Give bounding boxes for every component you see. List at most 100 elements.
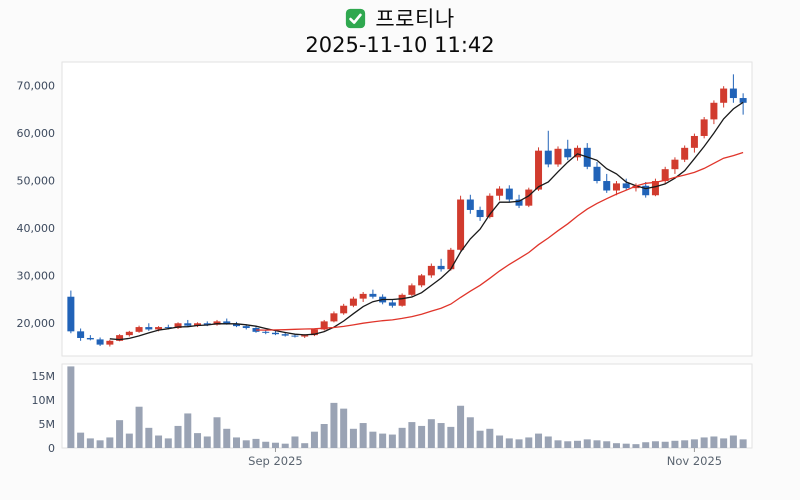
- candle-body: [242, 326, 250, 329]
- volume-bar: [583, 439, 591, 448]
- volume-bar: [418, 425, 426, 448]
- candle-body: [515, 199, 523, 206]
- volume-bar: [96, 440, 104, 448]
- candle-body: [651, 181, 659, 196]
- volume-bar: [340, 408, 348, 448]
- x-axis-labels: Sep 2025 Nov 2025: [248, 448, 722, 468]
- volume-bar: [184, 413, 192, 448]
- volume-bar: [690, 439, 698, 448]
- candle-body: [203, 323, 211, 325]
- candle-body: [671, 159, 679, 170]
- candle-body: [564, 148, 572, 158]
- volume-bar: [106, 437, 114, 448]
- candle-body: [525, 189, 533, 206]
- volume-tick-label: 5M: [39, 418, 56, 431]
- volume-bar: [661, 441, 669, 448]
- checkbox-icon[interactable]: [345, 8, 366, 29]
- volume-bar: [330, 402, 338, 448]
- candle-body: [505, 188, 513, 200]
- stock-chart: 20,000 30,000 40,000 50,000 60,000 70,000 0 5M 1…: [17, 61, 753, 468]
- candle-body: [496, 188, 504, 196]
- candle-body: [398, 294, 406, 306]
- volume-bar: [369, 431, 377, 448]
- candle-body: [281, 334, 289, 336]
- volume-bar: [642, 442, 650, 448]
- volume-bar: [427, 419, 435, 448]
- volume-bar: [213, 417, 221, 448]
- volume-bar: [651, 441, 659, 448]
- volume-bar: [67, 366, 75, 448]
- price-tick-label: 70,000: [17, 80, 56, 93]
- ma-line-ma20: [255, 151, 744, 331]
- volume-bar: [359, 423, 367, 448]
- candle-body: [574, 147, 581, 158]
- price-pane: [61, 61, 753, 357]
- chart-timestamp: 2025-11-10 11:42: [305, 33, 495, 57]
- volume-bar: [379, 433, 387, 448]
- candle-body: [427, 265, 435, 276]
- candle-body: [661, 169, 669, 182]
- volume-bar: [739, 439, 747, 448]
- candle-body: [213, 321, 221, 325]
- candle-body: [155, 327, 163, 330]
- volume-bar: [135, 406, 143, 448]
- candle-body: [388, 302, 396, 306]
- candle-body: [437, 265, 445, 270]
- volume-bar: [593, 440, 601, 448]
- volume-bar: [564, 441, 572, 448]
- volume-bar: [486, 428, 494, 448]
- volume-bar: [671, 440, 679, 448]
- price-tick-label: 40,000: [17, 222, 56, 235]
- candle-body: [145, 327, 153, 330]
- price-axis-labels: 20,000 30,000 40,000 50,000 60,000 70,000: [17, 80, 56, 330]
- volume-bar: [515, 439, 523, 448]
- volume-bar: [164, 438, 172, 448]
- chart-header: 프로티나 2025-11-10 11:42: [0, 5, 800, 57]
- candle-body: [700, 119, 708, 136]
- volume-bar: [681, 440, 689, 448]
- volume-bar: [320, 424, 328, 448]
- candle-body: [408, 285, 416, 295]
- volume-tick-label: 15M: [32, 370, 56, 383]
- volume-bar: [476, 430, 484, 448]
- candle-body: [310, 329, 318, 336]
- candle-body: [535, 150, 543, 190]
- candle-body: [447, 249, 455, 270]
- volume-bar: [388, 434, 396, 448]
- candle-body: [690, 135, 698, 148]
- candle-body: [418, 275, 426, 286]
- stock-title: 프로티나: [375, 7, 455, 31]
- candle-body: [466, 199, 474, 210]
- candle-body: [632, 185, 640, 189]
- x-tick-label: Sep 2025: [248, 454, 303, 468]
- candle-body: [233, 323, 240, 327]
- candle-body: [739, 98, 747, 103]
- price-tick-label: 20,000: [17, 317, 56, 330]
- candle-body: [720, 88, 728, 103]
- volume-bar: [125, 433, 133, 448]
- candle-body: [271, 332, 279, 335]
- ma-line-ma5: [109, 101, 744, 341]
- volume-bar: [233, 437, 240, 448]
- volume-bar: [242, 440, 250, 448]
- candle-body: [554, 148, 562, 165]
- volume-axis-labels: 0 5M 10M 15M: [32, 370, 56, 455]
- volume-bar: [301, 443, 309, 448]
- candle-body: [359, 293, 367, 299]
- candle-body: [106, 340, 114, 345]
- candle-body: [320, 321, 328, 330]
- volume-bar: [281, 443, 289, 448]
- candle-body: [252, 328, 260, 332]
- volume-bar: [437, 423, 445, 448]
- volume-bar: [291, 436, 299, 448]
- candle-body: [486, 195, 494, 218]
- volume-bar: [457, 405, 465, 448]
- candle-body: [622, 183, 630, 189]
- candle-body: [544, 150, 552, 165]
- candle-body: [369, 293, 377, 297]
- candle-body: [67, 296, 75, 332]
- candle-body: [476, 209, 484, 218]
- candle-body: [612, 183, 620, 191]
- candle-body: [184, 323, 192, 326]
- volume-bar: [223, 428, 231, 448]
